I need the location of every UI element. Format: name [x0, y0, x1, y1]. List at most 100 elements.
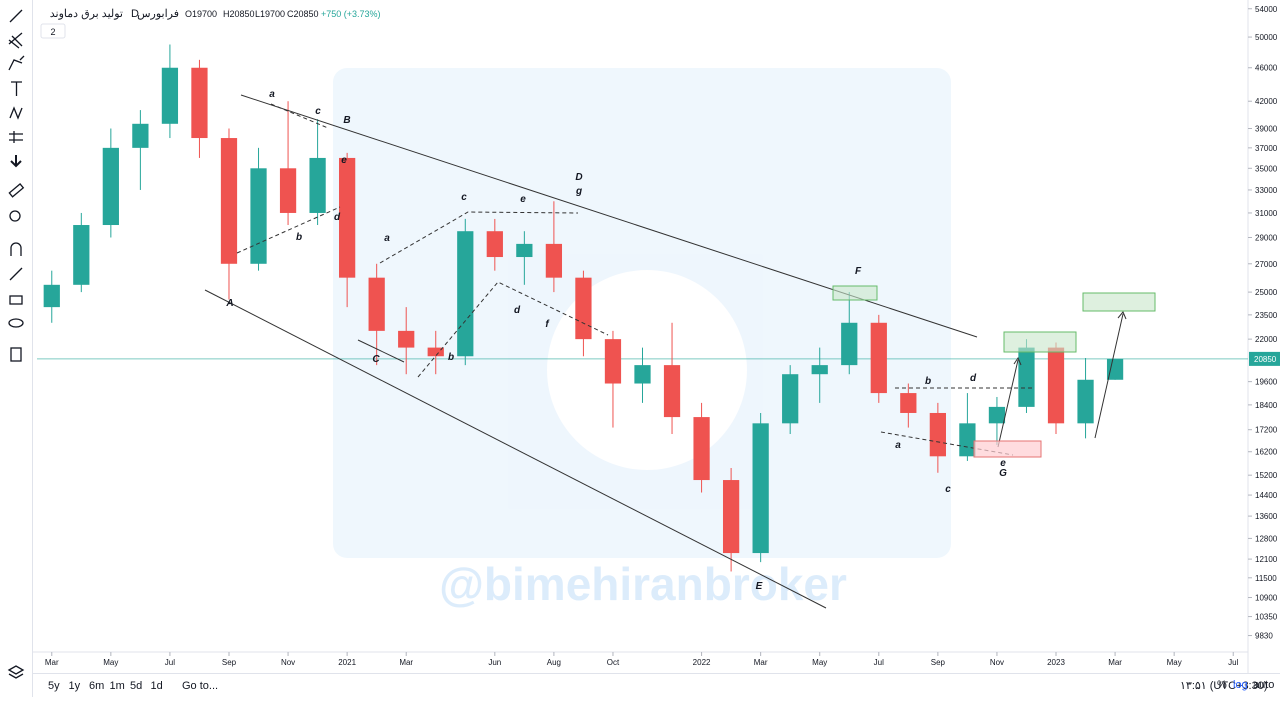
- wave-line: [379, 211, 579, 264]
- lock-tool[interactable]: [9, 295, 23, 305]
- price-label: 11500: [1255, 574, 1277, 583]
- candle-body: [368, 277, 385, 331]
- candle-body: [693, 417, 710, 481]
- candle-body: [309, 157, 326, 213]
- wave-label: c: [945, 484, 951, 495]
- time-label: Jul: [1228, 658, 1238, 667]
- range-button[interactable]: 1d: [150, 680, 163, 692]
- legend: تولید برق دماوند D فرابورس O19700 H20850…: [40, 8, 381, 39]
- time-label: Oct: [607, 658, 620, 667]
- ohlc-close: C20850: [287, 9, 319, 19]
- candle-body: [782, 374, 799, 424]
- time-label: Sep: [222, 658, 237, 667]
- magnet-tool[interactable]: [10, 242, 22, 256]
- price-label: 12800: [1255, 534, 1278, 543]
- time-label: 2021: [338, 658, 356, 667]
- percent-toggle[interactable]: %: [1217, 679, 1227, 691]
- eye-tool[interactable]: [8, 318, 24, 328]
- candle-body: [1047, 347, 1065, 424]
- layers-tool[interactable]: [7, 665, 25, 679]
- interval: D: [131, 8, 139, 20]
- measure-tool[interactable]: [9, 131, 23, 143]
- trash-tool[interactable]: [10, 347, 22, 362]
- candle-body: [339, 157, 356, 278]
- candle-body: [43, 284, 60, 308]
- time-label: 2023: [1047, 658, 1065, 667]
- candle-body: [132, 123, 149, 148]
- range-button[interactable]: 5d: [130, 680, 143, 692]
- current-price-box: [1249, 351, 1280, 366]
- wave-label: e: [520, 194, 526, 205]
- price-label: 27000: [1255, 260, 1278, 269]
- time-label: Mar: [1108, 658, 1122, 667]
- lower-channel: [204, 289, 827, 609]
- wave-line: [880, 431, 1014, 456]
- range-button[interactable]: 1y: [68, 680, 81, 692]
- wave-label: C: [372, 354, 380, 365]
- brush-tool[interactable]: [8, 55, 25, 71]
- wave-label: b: [925, 376, 931, 387]
- time-label: Mar: [754, 658, 768, 667]
- arrow-tool[interactable]: [10, 155, 22, 168]
- candle-body: [900, 393, 917, 413]
- ruler-tool[interactable]: [8, 183, 25, 198]
- fib-tool[interactable]: [8, 32, 23, 49]
- price-label: 46000: [1255, 64, 1278, 73]
- change: +750 (+3.73%): [321, 9, 381, 19]
- indicator-count[interactable]: 2: [50, 27, 55, 37]
- candle-body: [870, 322, 887, 394]
- auto-toggle[interactable]: auto: [1253, 679, 1275, 691]
- candle-body: [841, 322, 858, 366]
- price-label: 10900: [1255, 594, 1278, 603]
- price-label: 37000: [1255, 144, 1278, 153]
- ohlc-low: L19700: [255, 9, 285, 19]
- target-box: [832, 285, 878, 301]
- ohlc-high: H20850: [223, 9, 255, 19]
- range-button[interactable]: 1m: [109, 680, 125, 692]
- chart: @bimehiranbroker a c Be d b Aa c e Dg d f b C F Eb d a c e…: [33, 0, 1280, 673]
- candle-body: [427, 347, 444, 357]
- price-label: 17200: [1255, 426, 1278, 435]
- trend-tool[interactable]: [9, 9, 23, 23]
- price-label: 16200: [1255, 448, 1278, 457]
- price-label: 33000: [1255, 186, 1278, 195]
- ohlc-open: O19700: [185, 9, 217, 19]
- time-label: May: [1167, 658, 1182, 667]
- price-label: 50000: [1255, 33, 1278, 42]
- range-button[interactable]: 5y: [48, 680, 60, 692]
- wave-label: a: [895, 440, 901, 451]
- candle-body: [73, 225, 90, 285]
- target-box: [1003, 331, 1077, 353]
- text-tool[interactable]: [11, 81, 22, 96]
- price-label: 54000: [1255, 5, 1278, 14]
- candle-body: [663, 365, 681, 418]
- candle-body: [516, 243, 533, 258]
- pattern-tool[interactable]: [9, 106, 23, 120]
- indicator-toggle[interactable]: [40, 23, 66, 39]
- clock: ۱۳:۵۱ (UTC+3:30): [1180, 680, 1268, 692]
- candle-body: [959, 423, 976, 457]
- wave-label: F: [855, 266, 862, 277]
- lock-draw-tool[interactable]: [9, 267, 23, 281]
- goto-button[interactable]: Go to...: [182, 680, 219, 692]
- support-box: [973, 440, 1042, 458]
- wave-label: E: [756, 581, 763, 592]
- channel-line: [357, 339, 405, 363]
- range-button[interactable]: 6m: [89, 680, 105, 692]
- wave-line: [270, 103, 329, 129]
- price-label: 31000: [1255, 209, 1278, 218]
- symbol: تولید برق دماوند: [50, 8, 123, 20]
- wave-label: b: [448, 352, 454, 363]
- arrow: [1094, 311, 1127, 439]
- wave-label: D: [575, 172, 582, 183]
- watermark-logo: [333, 68, 951, 558]
- candle-body: [486, 231, 503, 258]
- log-toggle[interactable]: log: [1233, 679, 1248, 691]
- candle-body: [752, 423, 769, 554]
- wave-label: a: [384, 233, 390, 244]
- zoom-tool[interactable]: [9, 210, 21, 222]
- price-label: 42000: [1255, 97, 1278, 106]
- wave-label: d: [514, 305, 521, 316]
- toolbar-icons: [7, 9, 25, 679]
